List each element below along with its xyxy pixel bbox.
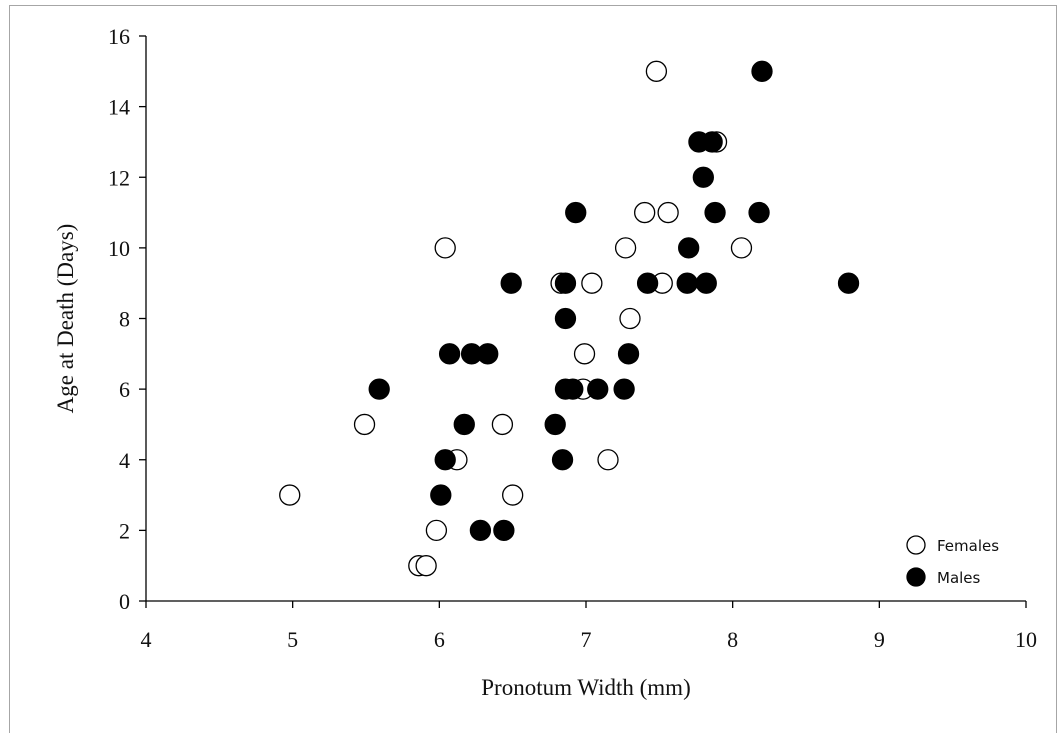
- females-point-12: [581, 272, 603, 294]
- x-axis-title: Pronotum Width (mm): [481, 675, 690, 700]
- females-point-7: [491, 413, 514, 436]
- males-point-20: [636, 272, 659, 294]
- y-tick-label-4: 4: [119, 448, 130, 473]
- y-tick-label-16: 16: [108, 24, 130, 49]
- y-tick-label-10: 10: [108, 236, 130, 261]
- males-point-4: [453, 413, 475, 436]
- males-point-6: [469, 519, 492, 542]
- y-tick-label-8: 8: [119, 307, 130, 332]
- females-point-5: [434, 237, 456, 259]
- legend: Females Males: [906, 535, 999, 587]
- males-point-27: [704, 201, 726, 224]
- females-point-17: [645, 60, 668, 82]
- y-tick-label-0: 0: [119, 589, 130, 614]
- females-point-19: [657, 201, 679, 224]
- males-point-1: [430, 484, 452, 506]
- x-tick-label-10: 10: [1015, 627, 1037, 652]
- females-point-16: [634, 201, 656, 224]
- x-tick-label-9: 9: [874, 627, 885, 652]
- y-tick-label-14: 14: [108, 95, 130, 120]
- females-point-4: [425, 519, 448, 542]
- males-point-24: [692, 166, 714, 188]
- y-tick-label-6: 6: [119, 377, 130, 402]
- males-point-25: [695, 272, 717, 294]
- males-point-17: [587, 378, 609, 400]
- males-point-14: [554, 272, 577, 294]
- females-point-3: [415, 555, 437, 577]
- y-tick-label-2: 2: [119, 518, 130, 543]
- females-point-15: [619, 307, 641, 330]
- males-point-29: [751, 60, 773, 82]
- x-tick-label-8: 8: [727, 627, 738, 652]
- males-point-8: [493, 519, 515, 542]
- males-point-19: [617, 343, 640, 365]
- males-point-15: [562, 378, 584, 400]
- females-point-0: [279, 484, 301, 506]
- x-tick-label-5: 5: [287, 627, 298, 652]
- males-point-18: [613, 378, 635, 400]
- x-tick-label-4: 4: [141, 627, 152, 652]
- data-points: [279, 60, 860, 577]
- x-tick-label-7: 7: [581, 627, 592, 652]
- axes: 0 2 4 6 8 10 12 14 16 4 5 6 7 8 9 10: [108, 24, 1037, 652]
- y-tick-label-12: 12: [108, 165, 130, 190]
- males-point-11: [551, 449, 574, 471]
- males-point-22: [678, 237, 700, 259]
- males-point-26: [701, 131, 723, 153]
- males-point-9: [500, 272, 522, 294]
- females-point-8: [502, 484, 524, 506]
- males-point-28: [748, 201, 770, 224]
- legend-marker-males: [906, 567, 926, 587]
- females-point-1: [353, 413, 376, 436]
- y-axis-title: Age at Death (Days): [53, 224, 78, 414]
- legend-marker-females: [906, 535, 926, 555]
- legend-label-males: Males: [937, 569, 981, 587]
- males-point-0: [368, 378, 390, 400]
- chart-frame: [9, 5, 1057, 733]
- males-point-7: [477, 343, 499, 365]
- males-point-10: [544, 413, 566, 436]
- x-tick-label-6: 6: [434, 627, 445, 652]
- males-point-30: [837, 272, 860, 294]
- females-point-21: [730, 237, 753, 259]
- males-point-3: [438, 343, 461, 365]
- legend-label-females: Females: [937, 537, 999, 555]
- females-point-13: [597, 449, 619, 471]
- males-point-16: [565, 201, 587, 224]
- males-point-2: [434, 449, 456, 471]
- males-point-21: [676, 272, 698, 294]
- females-point-14: [614, 237, 637, 259]
- females-point-11: [573, 343, 596, 365]
- males-point-12: [554, 307, 577, 330]
